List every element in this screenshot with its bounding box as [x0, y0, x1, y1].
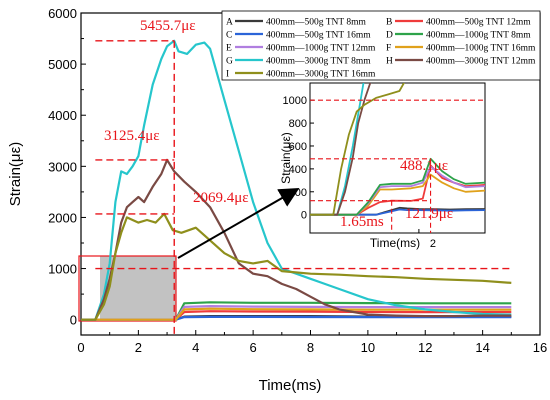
- zoom-region-outline: [78, 255, 177, 322]
- inset-series-line: [310, 173, 485, 216]
- inset-y-tick-label: 200: [289, 187, 307, 199]
- legend: A 400mm—500g TNT 8mm B 400mm—500g TNT 12mm C…: [221, 10, 541, 81]
- inset-y-tick-label: 800: [289, 118, 307, 130]
- legend-label: 400mm—1000g TNT 12mm: [266, 44, 376, 54]
- legend-label: 400mm—1000g TNT 16mm: [426, 44, 536, 54]
- y-tick-label: 1000: [48, 262, 77, 277]
- legend-label: 400mm—500g TNT 12mm: [426, 18, 531, 28]
- x-tick-label: 16: [533, 340, 547, 355]
- inset-y-tick-label: 0: [301, 210, 307, 222]
- inset-series-line: [310, 83, 372, 216]
- inset-annotation-488: 488.1με: [400, 158, 448, 174]
- y-tick-label: 5000: [48, 57, 77, 72]
- legend-label: 400mm—1000g TNT 8mm: [426, 31, 531, 41]
- legend-letter: G: [226, 57, 233, 67]
- annotation-peak-i: 2069.4με: [193, 190, 249, 206]
- x-tick-label: 14: [475, 340, 489, 355]
- annotation-peak-g: 5455.7με: [140, 18, 196, 34]
- inset-series-line: [310, 208, 485, 216]
- legend-letter: E: [226, 44, 232, 54]
- legend-letter: C: [226, 31, 232, 41]
- legend-letter: I: [226, 70, 229, 80]
- x-tick-label: 12: [418, 340, 432, 355]
- y-axis-title: Strain(με): [7, 142, 24, 207]
- y-tick-label: 2000: [48, 210, 77, 225]
- inset-series-line: [310, 83, 405, 216]
- y-tick-label: 6000: [48, 6, 77, 21]
- inset-annotation-121: 121.9με: [405, 206, 453, 222]
- series-line-h: [81, 158, 512, 321]
- x-tick-label: 4: [192, 340, 199, 355]
- x-tick-label: 0: [77, 340, 84, 355]
- series-line-g: [81, 39, 512, 321]
- inset-x-tick-label: 2: [430, 238, 436, 250]
- zoom-region-fill: [100, 256, 176, 319]
- series-line-f: [81, 307, 512, 321]
- inset-series-line: [310, 157, 485, 216]
- inset-x-title: Time(ms): [370, 236, 420, 250]
- y-tick-label: 3000: [48, 159, 77, 174]
- x-tick-label: 10: [361, 340, 375, 355]
- y-tick-label: 0: [70, 313, 77, 328]
- inset-annotation-time: 1.65ms: [340, 214, 384, 230]
- zoom-arrow: [177, 188, 300, 259]
- legend-letter: F: [386, 44, 391, 54]
- series-line-i: [81, 212, 512, 321]
- legend-box: [221, 10, 541, 81]
- legend-letter: H: [386, 57, 393, 67]
- legend-label: 400mm—3000g TNT 8mm: [266, 57, 371, 67]
- x-tick-label: 6: [250, 340, 257, 355]
- legend-label: 400mm—3000g TNT 12mm: [426, 57, 536, 67]
- x-tick-label: 8: [307, 340, 314, 355]
- inset-y-tick-label: 1000: [283, 95, 307, 107]
- legend-letter: A: [226, 18, 233, 28]
- annotation-peak-h: 3125.4με: [104, 128, 160, 144]
- inset-y-title: Strain(με): [279, 132, 293, 184]
- legend-label: 400mm—500g TNT 16mm: [266, 31, 371, 41]
- inset-y-tick-label: 600: [289, 141, 307, 153]
- legend-letter: D: [386, 31, 393, 41]
- legend-label: 400mm—3000g TNT 16mm: [266, 70, 376, 80]
- x-axis-title: Time(ms): [259, 377, 322, 394]
- legend-label: 400mm—500g TNT 8mm: [266, 18, 367, 28]
- y-tick-label: 4000: [48, 108, 77, 123]
- zoom-inset: 0 200 400 600 800 1000 2 488.1με 121.9με 1.65m…: [279, 82, 486, 250]
- legend-letter: B: [386, 18, 392, 28]
- inset-y-tick-label: 400: [289, 164, 307, 176]
- x-tick-label: 2: [135, 340, 142, 355]
